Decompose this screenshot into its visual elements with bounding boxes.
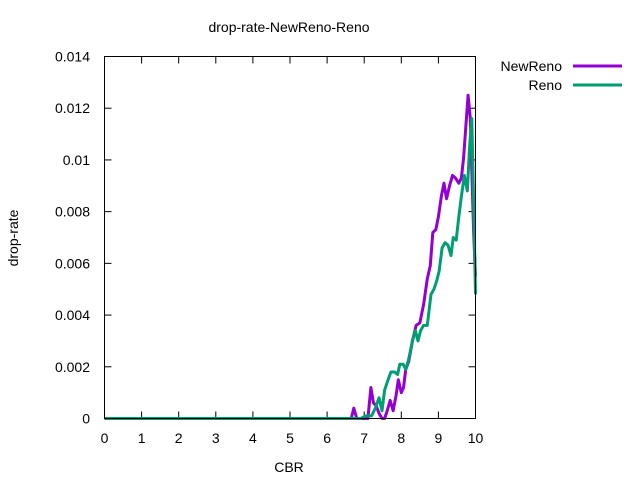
x-tick-label: 7 <box>360 430 368 446</box>
y-tick-label: 0.012 <box>55 100 90 116</box>
y-tick-label: 0.014 <box>55 49 90 65</box>
x-tick-label: 8 <box>397 430 405 446</box>
x-tick-label: 0 <box>101 430 109 446</box>
x-tick-label: 6 <box>323 430 331 446</box>
x-tick-label: 2 <box>175 430 183 446</box>
series-line-newreno <box>104 93 477 420</box>
x-tick-label: 3 <box>212 430 220 446</box>
y-tick-label: 0.006 <box>55 255 90 271</box>
y-axis-label: drop-rate <box>5 209 21 266</box>
x-tick-label: 1 <box>138 430 146 446</box>
y-tick-label: 0.004 <box>55 307 90 323</box>
y-tick-label: 0.008 <box>55 204 90 220</box>
y-tick-label: 0.002 <box>55 359 90 375</box>
legend: NewReno Reno <box>501 58 622 93</box>
x-axis-label: CBR <box>274 459 304 475</box>
legend-label: NewReno <box>501 58 563 74</box>
y-tick-label: 0.01 <box>63 152 90 168</box>
x-tick-label: 10 <box>468 430 484 446</box>
x-tick-label: 5 <box>286 430 294 446</box>
plot-frame <box>104 56 476 419</box>
y-tick-label: 0 <box>82 411 90 427</box>
series-line-reno <box>104 117 477 420</box>
chart-title: drop-rate-NewReno-Reno <box>208 19 369 35</box>
x-tick-label: 4 <box>249 430 257 446</box>
x-tick-label: 9 <box>435 430 443 446</box>
legend-label: Reno <box>529 77 563 93</box>
series-lines <box>104 93 477 420</box>
axis-ticks: 0 1 2 3 4 5 6 7 8 9 10 0 0.002 0.004 0.006 0.008 0.01 0.0… <box>55 49 484 447</box>
